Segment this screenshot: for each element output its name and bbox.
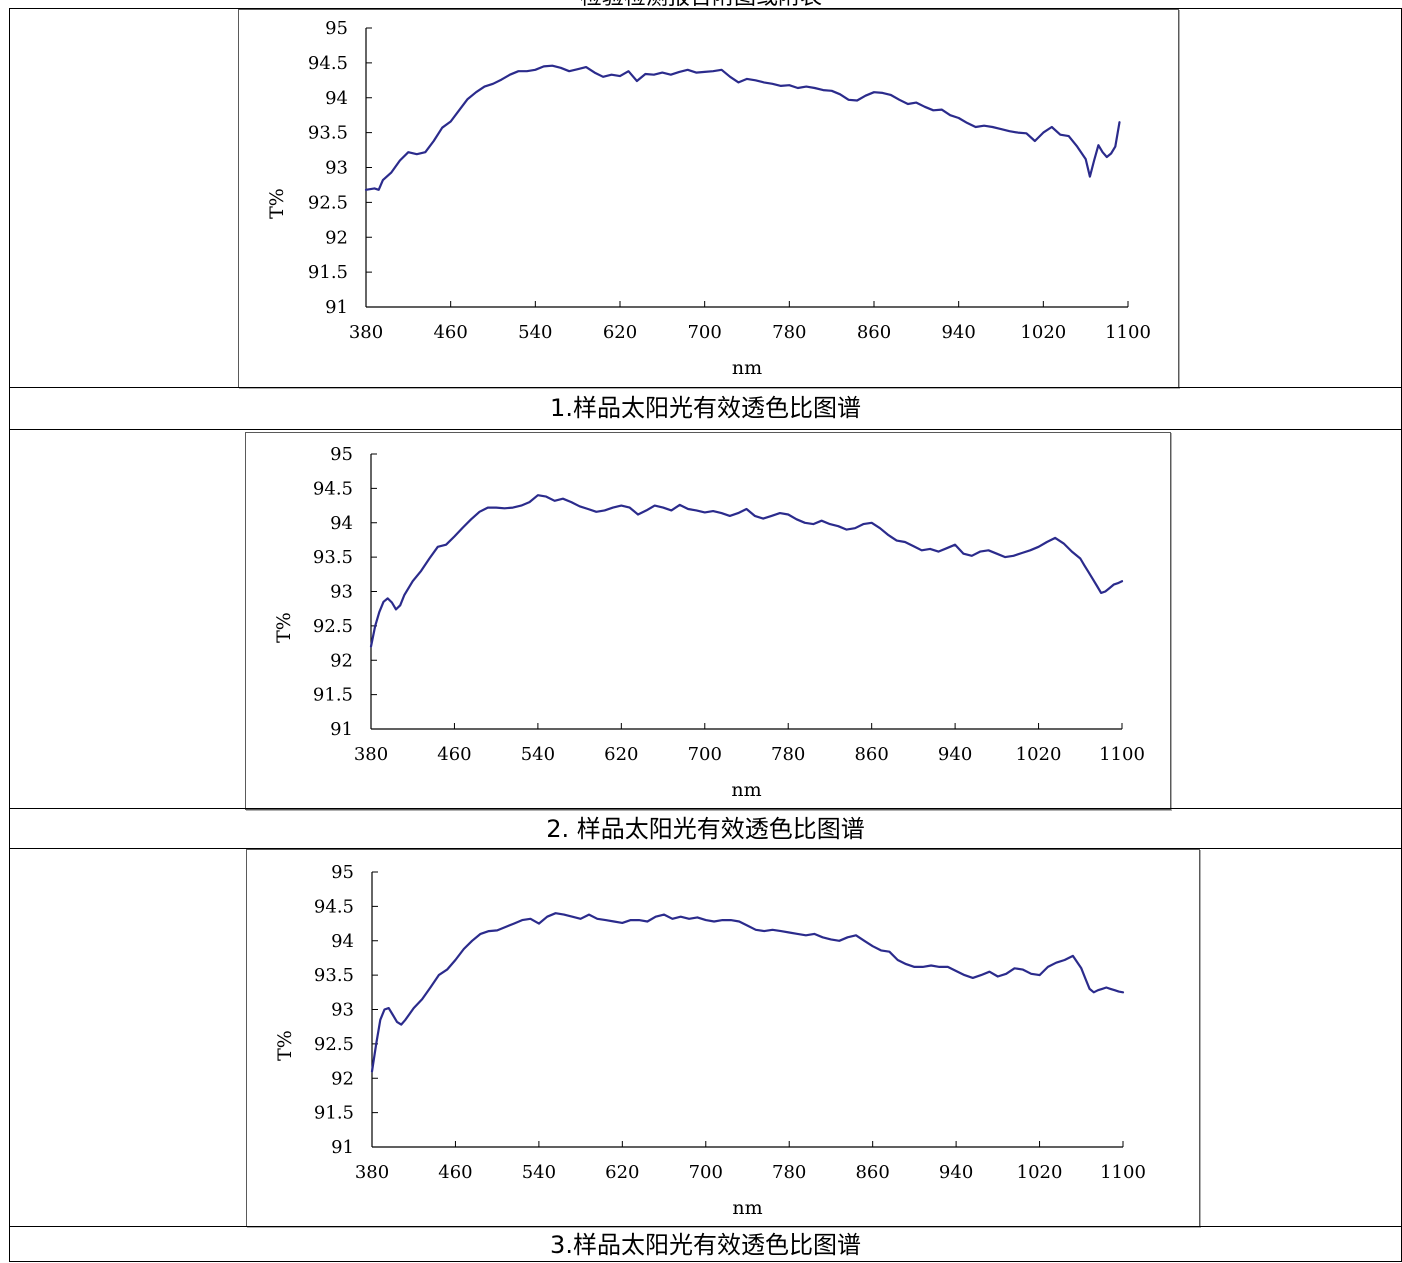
x-tick-label: 1100 xyxy=(1105,322,1151,343)
chart-frame-1: 91 91.5 92 92.5 93 93.5 94 94.5 95 380 460 540 620 70… xyxy=(238,9,1179,388)
x-tick-label: 1100 xyxy=(1099,744,1145,765)
chart-frame-2: 91 91.5 92 92.5 93 93.5 94 94.5 95 380 460 540 620 70… xyxy=(245,432,1171,810)
x-tick-label: 460 xyxy=(437,744,471,765)
x-tick-label: 1020 xyxy=(1020,322,1066,343)
x-tick-label: 620 xyxy=(604,744,638,765)
y-tick-label: 93.5 xyxy=(313,547,353,568)
x-tick-label: 860 xyxy=(855,1162,889,1183)
y-tick-label: 91 xyxy=(325,297,348,318)
y-tick-label: 95 xyxy=(325,18,348,39)
y-axis-title: T% xyxy=(266,188,288,219)
y-tick-label: 91 xyxy=(331,1137,354,1158)
y-tick-label: 92 xyxy=(330,650,353,671)
y-tick-label: 93.5 xyxy=(314,965,354,986)
x-tick-label: 380 xyxy=(354,744,388,765)
y-tick-label: 94 xyxy=(330,513,353,534)
x-tick-label: 620 xyxy=(603,322,637,343)
x-tick-label: 700 xyxy=(687,322,721,343)
x-tick-label: 1020 xyxy=(1017,1162,1063,1183)
y-tick-label: 93 xyxy=(325,158,348,179)
transmittance-chart-3: 91 91.5 92 92.5 93 93.5 94 94.5 95 380 460 540 620 70… xyxy=(274,862,1146,1219)
y-tick-label: 94.5 xyxy=(313,478,353,499)
x-tick-label: 540 xyxy=(518,322,552,343)
y-tick-label: 92.5 xyxy=(314,1034,354,1055)
x-axis-title: nm xyxy=(732,1197,762,1219)
chart-frame-3: 91 91.5 92 92.5 93 93.5 94 94.5 95 380 460 540 620 70… xyxy=(246,849,1200,1227)
y-tick-label: 91.5 xyxy=(308,262,348,283)
x-axis-title: nm xyxy=(732,357,762,379)
chart-caption-1: 1.样品太阳光有效透色比图谱 xyxy=(9,387,1402,429)
chart-row-1: 91 91.5 92 92.5 93 93.5 94 94.5 95 380 460 540 620 70… xyxy=(9,8,1402,388)
transmittance-chart-1: 91 91.5 92 92.5 93 93.5 94 94.5 95 380 460 540 620 70… xyxy=(266,18,1151,379)
figure-table: 91 91.5 92 92.5 93 93.5 94 94.5 95 380 460 540 620 70… xyxy=(9,8,1402,1262)
y-tick-label: 95 xyxy=(330,444,353,465)
x-tick-label: 700 xyxy=(688,744,722,765)
y-axis-title: T% xyxy=(273,612,295,643)
x-tick-label: 620 xyxy=(605,1162,639,1183)
y-tick-label: 92.5 xyxy=(313,616,353,637)
x-tick-label: 540 xyxy=(521,744,555,765)
y-tick-label: 93 xyxy=(330,582,353,603)
x-tick-label: 940 xyxy=(938,744,972,765)
y-tick-label: 94.5 xyxy=(308,53,348,74)
y-axis-title: T% xyxy=(274,1030,296,1061)
x-tick-label: 860 xyxy=(854,744,888,765)
page-header-title: 检验检测报告附图或附表 xyxy=(0,0,1402,10)
series-line xyxy=(364,64,1121,191)
x-tick-label: 780 xyxy=(772,322,806,343)
y-tick-label: 91.5 xyxy=(313,685,353,706)
x-tick-label: 780 xyxy=(771,744,805,765)
y-tick-label: 91.5 xyxy=(314,1103,354,1124)
x-tick-label: 1020 xyxy=(1016,744,1062,765)
chart-caption-3: 3.样品太阳光有效透色比图谱 xyxy=(9,1226,1402,1262)
x-tick-label: 460 xyxy=(438,1162,472,1183)
series-line xyxy=(370,912,1125,1073)
y-tick-label: 92 xyxy=(325,227,348,248)
x-tick-label: 940 xyxy=(939,1162,973,1183)
chart-caption-2: 2. 样品太阳光有效透色比图谱 xyxy=(9,808,1402,850)
x-tick-label: 540 xyxy=(522,1162,556,1183)
y-tick-label: 93 xyxy=(331,1000,354,1021)
y-tick-label: 92 xyxy=(331,1068,354,1089)
series-line xyxy=(369,494,1124,648)
x-tick-label: 940 xyxy=(941,322,975,343)
x-tick-label: 380 xyxy=(355,1162,389,1183)
y-tick-label: 95 xyxy=(331,862,354,883)
x-tick-label: 1100 xyxy=(1100,1162,1146,1183)
x-axis-title: nm xyxy=(731,779,761,801)
y-tick-label: 94 xyxy=(331,931,354,952)
y-tick-label: 94 xyxy=(325,88,348,109)
y-tick-label: 94.5 xyxy=(314,896,354,917)
x-tick-label: 860 xyxy=(857,322,891,343)
chart-row-3: 91 91.5 92 92.5 93 93.5 94 94.5 95 380 460 540 620 70… xyxy=(9,848,1402,1227)
y-tick-label: 91 xyxy=(330,719,353,740)
x-tick-label: 780 xyxy=(772,1162,806,1183)
chart-row-2: 91 91.5 92 92.5 93 93.5 94 94.5 95 380 460 540 620 70… xyxy=(9,429,1402,810)
x-tick-label: 700 xyxy=(689,1162,723,1183)
y-tick-label: 93.5 xyxy=(308,123,348,144)
transmittance-chart-2: 91 91.5 92 92.5 93 93.5 94 94.5 95 380 460 540 620 70… xyxy=(273,444,1145,801)
x-tick-label: 460 xyxy=(433,322,467,343)
y-tick-label: 92.5 xyxy=(308,192,348,213)
x-tick-label: 380 xyxy=(349,322,383,343)
